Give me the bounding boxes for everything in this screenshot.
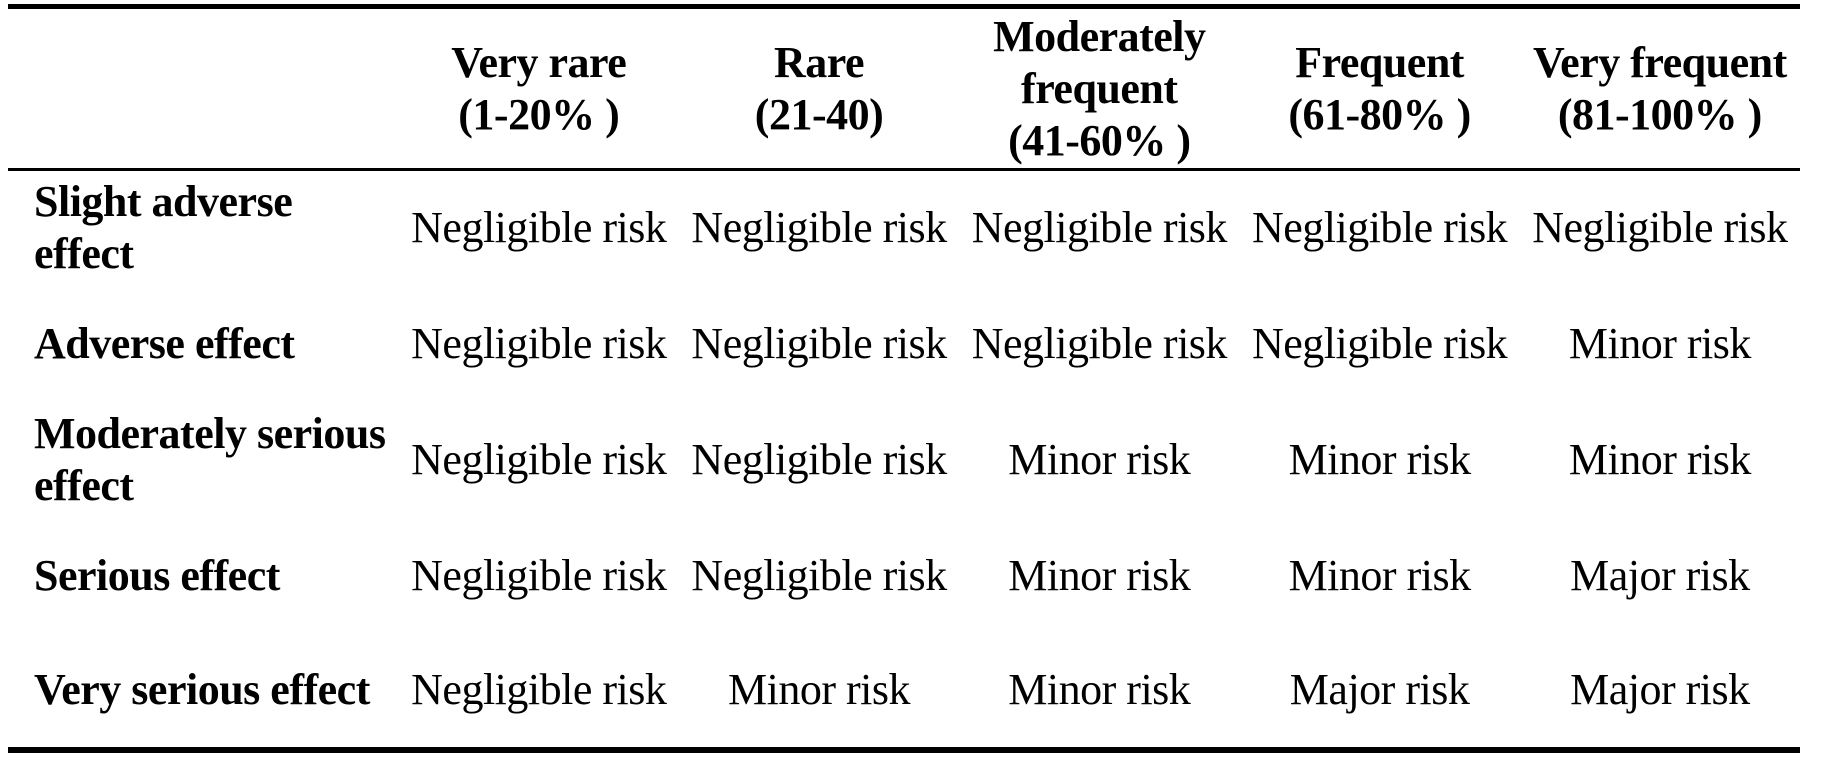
- column-header-range: (81-100% ): [1557, 89, 1762, 139]
- column-header-name: Moderately frequent: [993, 11, 1206, 113]
- risk-cell-r2c0: Negligible risk: [411, 434, 667, 484]
- row-label-serious-effect: Serious effect: [34, 550, 280, 600]
- row-label-adverse-effect: Adverse effect: [34, 318, 295, 368]
- risk-cell-r4c4: Major risk: [1570, 665, 1750, 714]
- column-header-very-rare: Very rare (1-20% ): [398, 6, 679, 171]
- risk-cell-r1c1: Negligible risk: [691, 318, 947, 368]
- risk-cell-r4c1: Minor risk: [728, 665, 911, 714]
- risk-cell-r2c3: Minor risk: [1288, 434, 1472, 484]
- column-header-very-frequent: Very frequent (81-100% ): [1519, 6, 1800, 171]
- column-header-range: (61-80% ): [1288, 89, 1471, 139]
- risk-cell-r3c1: Negligible risk: [691, 550, 947, 600]
- risk-cell-r4c2: Minor risk: [1008, 665, 1191, 714]
- row-label-slight-adverse-effect: Slight adverse effect: [34, 177, 293, 279]
- risk-cell-r1c3: Negligible risk: [1251, 318, 1508, 368]
- risk-cell-r1c4: Minor risk: [1568, 318, 1752, 368]
- column-header-range: (21-40): [754, 89, 884, 139]
- column-header-range: (41-60% ): [1008, 115, 1191, 165]
- table-row-very-serious-effect: Very serious effect Negligible risk Mino…: [8, 634, 1800, 750]
- row-label-very-serious-effect: Very serious effect: [34, 665, 370, 714]
- column-header-frequent: Frequent (61-80% ): [1239, 6, 1520, 171]
- risk-cell-r2c2: Minor risk: [1008, 434, 1191, 484]
- column-header-name: Rare: [774, 37, 865, 87]
- column-header-name: Very frequent: [1532, 37, 1787, 87]
- risk-cell-r3c3: Minor risk: [1288, 550, 1472, 600]
- column-header-moderately-frequent: Moderately frequent (41-60% ): [959, 6, 1240, 171]
- column-header-name: Frequent: [1295, 37, 1464, 87]
- column-header-name: Very rare: [451, 37, 627, 87]
- table-header-row: Very rare (1-20% ) Rare (21-40) Moderate…: [8, 6, 1800, 171]
- table-row-serious-effect: Serious effect Negligible risk Negligibl…: [8, 518, 1800, 634]
- risk-cell-r0c3: Negligible risk: [1251, 203, 1508, 253]
- risk-matrix-table: Very rare (1-20% ) Rare (21-40) Moderate…: [8, 4, 1800, 753]
- column-header-range: (1-20% ): [458, 89, 620, 139]
- risk-cell-r3c0: Negligible risk: [411, 550, 667, 600]
- risk-cell-r0c0: Negligible risk: [411, 203, 667, 253]
- table-row-slight-adverse-effect: Slight adverse effect Negligible risk Ne…: [8, 170, 1800, 286]
- risk-cell-r2c4: Minor risk: [1568, 434, 1752, 484]
- risk-cell-r0c4: Negligible risk: [1532, 203, 1788, 253]
- risk-cell-r0c2: Negligible risk: [971, 203, 1228, 253]
- risk-cell-r3c4: Major risk: [1570, 550, 1750, 600]
- risk-cell-r1c0: Negligible risk: [411, 318, 667, 368]
- risk-cell-r0c1: Negligible risk: [691, 203, 947, 253]
- table-row-moderately-serious-effect: Moderately serious effect Negligible ris…: [8, 402, 1800, 518]
- corner-cell: [8, 6, 399, 171]
- risk-cell-r3c2: Minor risk: [1008, 550, 1191, 600]
- risk-cell-r1c2: Negligible risk: [971, 318, 1228, 368]
- risk-cell-r4c3: Major risk: [1289, 665, 1470, 714]
- column-header-rare: Rare (21-40): [678, 6, 960, 171]
- risk-cell-r2c1: Negligible risk: [691, 434, 947, 484]
- table-row-adverse-effect: Adverse effect Negligible risk Negligibl…: [8, 286, 1800, 402]
- row-label-moderately-serious-effect: Moderately serious effect: [34, 408, 386, 510]
- risk-matrix-container: Very rare (1-20% ) Rare (21-40) Moderate…: [8, 4, 1800, 753]
- risk-cell-r4c0: Negligible risk: [411, 665, 667, 714]
